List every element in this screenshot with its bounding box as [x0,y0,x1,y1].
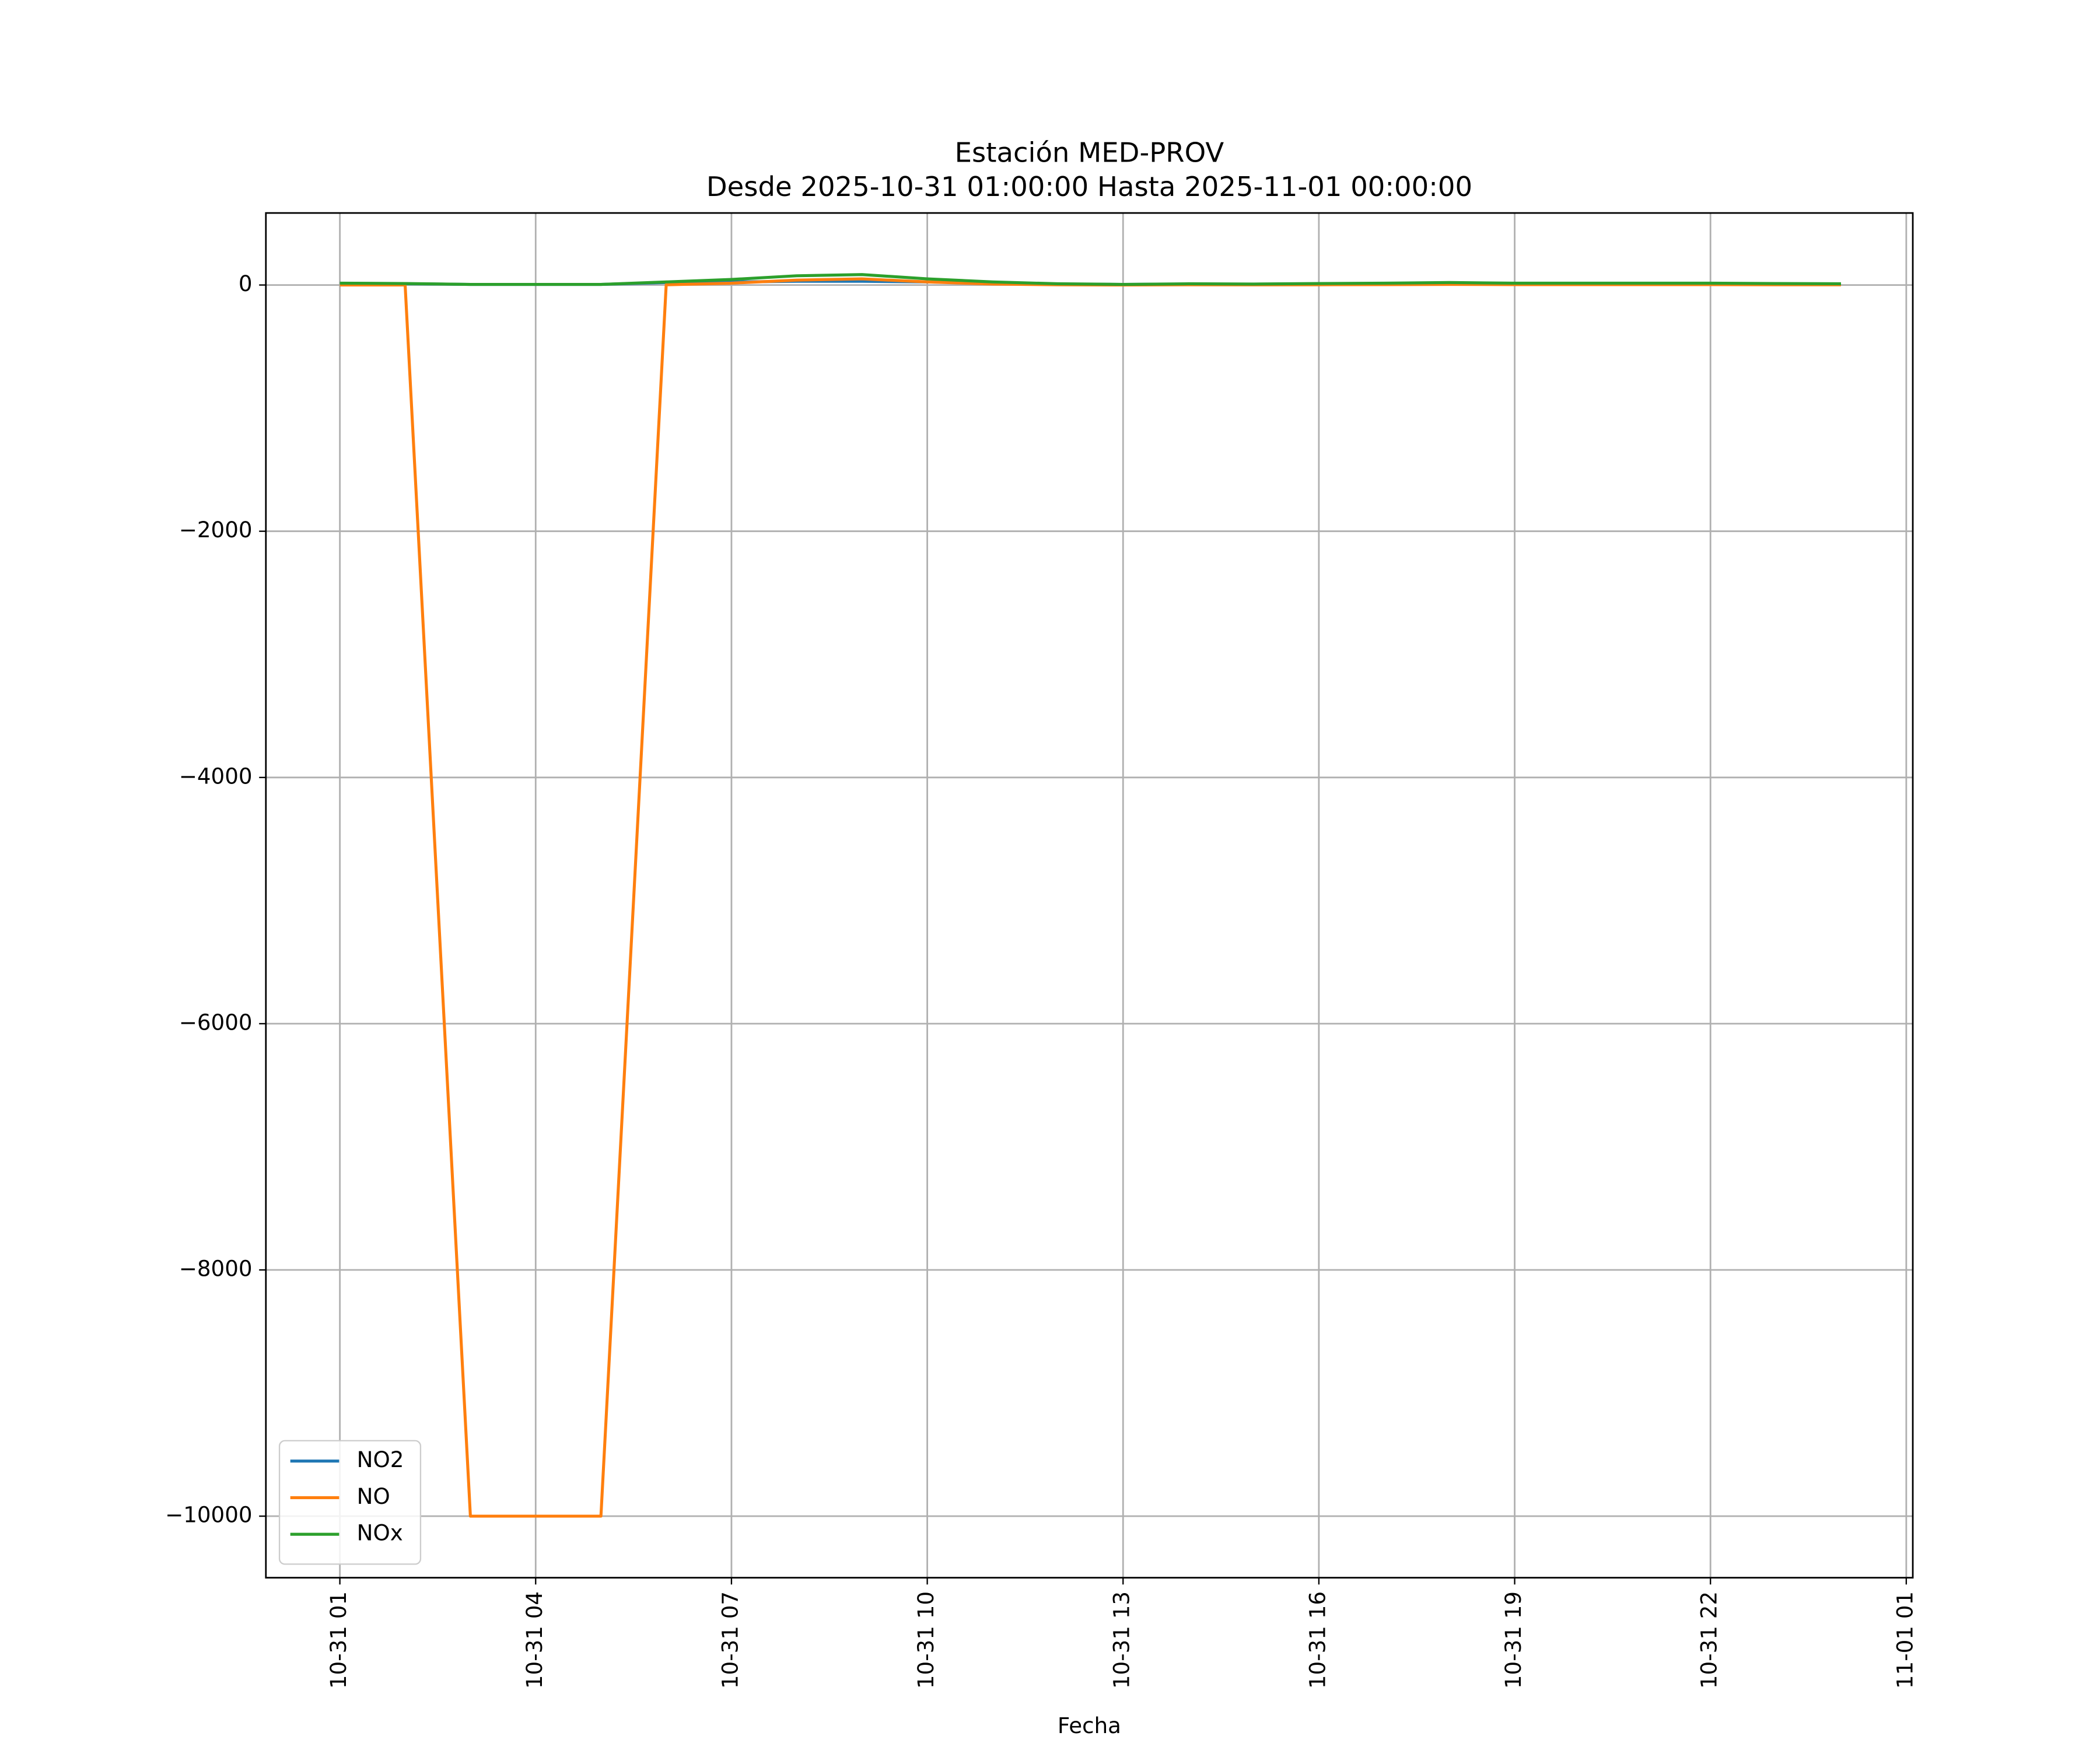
y-tick-label: −4000 [179,763,253,789]
x-tick-label: 10-31 16 [1304,1591,1330,1689]
x-tick-label: 10-31 01 [326,1591,351,1689]
chart-title: Estación MED-PROV [955,137,1224,169]
x-tick-label: 10-31 22 [1696,1591,1722,1689]
x-axis-label: Fecha [1058,1713,1121,1738]
legend-label: NO2 [357,1447,404,1472]
y-tick-label: −6000 [179,1009,253,1035]
y-tick-label: −8000 [179,1256,253,1282]
chart-subtitle: Desde 2025-10-31 01:00:00 Hasta 2025-11-… [706,171,1472,202]
x-tick-label: 10-31 07 [717,1591,743,1689]
x-tick-label: 11-01 01 [1892,1591,1917,1689]
line-series [340,273,1842,286]
plot-frame [265,212,1914,1579]
y-tick-label: 0 [239,271,253,296]
y-tick-label: −2000 [179,517,253,542]
x-tick-label: 10-31 04 [522,1591,547,1689]
x-tick-label: 10-31 13 [1109,1591,1135,1689]
x-tick-label: 10-31 19 [1500,1591,1526,1689]
x-tick-label: 10-31 10 [913,1591,939,1689]
legend-label: NO [357,1483,390,1509]
line-series [340,277,1841,1518]
legend-label: NOx [357,1520,403,1546]
y-tick-label: −10000 [165,1502,252,1528]
